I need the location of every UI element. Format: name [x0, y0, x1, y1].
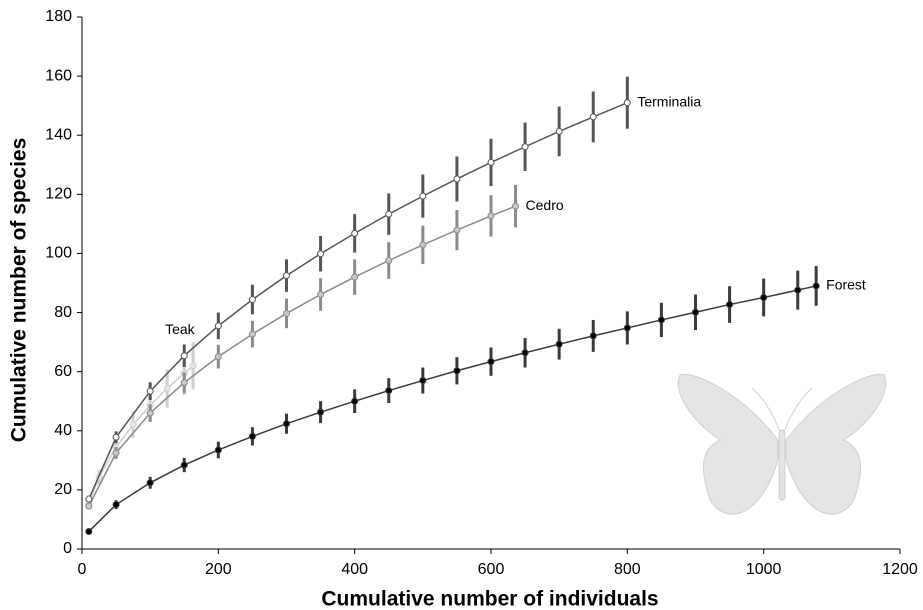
point	[726, 301, 734, 309]
series-line	[88, 205, 516, 507]
point	[385, 257, 393, 265]
x-tick-label: 1000	[746, 561, 782, 578]
series-label: Cedro	[526, 197, 564, 213]
point	[163, 385, 171, 393]
series-label: Terminalia	[637, 93, 701, 109]
point	[248, 296, 256, 304]
point	[248, 432, 256, 440]
butterfly-decoration	[677, 373, 887, 515]
point	[453, 367, 461, 375]
x-tick-label: 800	[614, 561, 641, 578]
point	[521, 349, 529, 357]
point	[129, 421, 137, 429]
point	[351, 229, 359, 237]
point	[85, 495, 93, 503]
series-line	[88, 365, 194, 504]
point	[317, 250, 325, 258]
y-tick-label: 60	[54, 363, 72, 380]
series-line	[88, 102, 628, 500]
point	[760, 293, 768, 301]
x-tick-label: 600	[478, 561, 505, 578]
y-axis-title: Cumulative number of species	[8, 138, 31, 443]
point	[180, 379, 188, 387]
x-tick-label: 200	[205, 561, 232, 578]
point	[180, 461, 188, 469]
y-tick-label: 20	[54, 481, 72, 498]
point	[85, 528, 93, 536]
point	[555, 127, 563, 135]
point	[487, 358, 495, 366]
point	[385, 210, 393, 218]
point	[180, 352, 188, 360]
y-tick-label: 80	[54, 304, 72, 321]
y-tick-label: 140	[45, 126, 72, 143]
y-tick-label: 40	[54, 422, 72, 439]
point	[555, 340, 563, 348]
point	[351, 273, 359, 281]
point	[146, 409, 154, 417]
point	[85, 502, 93, 510]
point	[419, 377, 427, 385]
point	[623, 324, 631, 332]
point	[453, 226, 461, 234]
point	[623, 99, 631, 107]
point	[248, 330, 256, 338]
point	[112, 449, 120, 457]
point	[692, 308, 699, 316]
y-tick-label: 100	[45, 245, 72, 262]
point	[112, 433, 120, 441]
point	[283, 309, 290, 317]
y-tick-label: 180	[45, 8, 72, 25]
point	[146, 479, 154, 487]
point	[283, 420, 290, 428]
point	[419, 241, 427, 249]
series-label: Forest	[826, 277, 866, 293]
point	[317, 291, 325, 299]
point	[214, 446, 222, 454]
point	[657, 316, 665, 324]
point	[487, 212, 495, 220]
x-tick-label: 0	[78, 561, 87, 578]
y-tick-label: 0	[63, 540, 72, 557]
point	[189, 362, 197, 370]
x-axis-title: Cumulative number of individuals	[321, 588, 658, 610]
point	[214, 353, 222, 361]
point	[453, 175, 461, 183]
point	[487, 158, 495, 166]
point	[385, 387, 393, 395]
point	[317, 408, 325, 416]
point	[146, 387, 154, 395]
y-tick-label: 160	[45, 67, 72, 84]
point	[589, 332, 597, 340]
x-tick-label: 400	[341, 561, 368, 578]
series-label: Teak	[165, 321, 196, 337]
x-tick-label: 1200	[882, 561, 918, 578]
point	[112, 501, 120, 509]
point	[419, 192, 427, 200]
y-tick-label: 120	[45, 186, 72, 203]
point	[812, 282, 820, 290]
point	[521, 143, 529, 151]
point	[512, 202, 520, 210]
point	[794, 286, 802, 294]
point	[214, 322, 222, 330]
point	[351, 397, 359, 405]
point	[283, 272, 290, 280]
point	[589, 113, 597, 121]
